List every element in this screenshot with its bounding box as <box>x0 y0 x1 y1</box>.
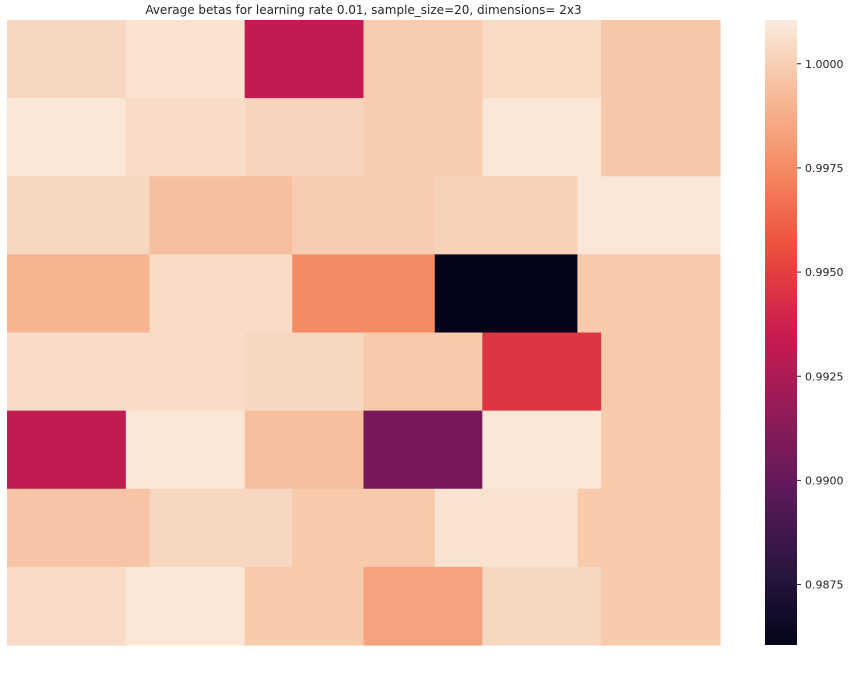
heatmap-cell-r3-c2 <box>292 254 436 334</box>
chart-title: Average betas for learning rate 0.01, sa… <box>145 3 582 17</box>
heatmap-cell-r0-c1 <box>125 20 246 99</box>
colorbar-tick-label: 0.9950 <box>805 266 844 279</box>
heatmap-cell-r5-c3 <box>363 410 483 490</box>
heatmap-cell-r4-c1 <box>125 332 246 412</box>
heatmap-cell-r5-c5 <box>601 410 721 490</box>
heatmap-cells <box>7 20 721 646</box>
heatmap-cell-r1-c1 <box>125 98 246 177</box>
heatmap-cell-r2-c1 <box>149 176 293 255</box>
heatmap-cell-r0-c4 <box>482 20 602 99</box>
heatmap-cell-r5-c1 <box>125 410 246 490</box>
colorbar-tick-label: 0.9900 <box>805 474 844 487</box>
heatmap-cell-r4-c0 <box>7 332 127 412</box>
heatmap-cell-r6-c4 <box>577 488 721 568</box>
heatmap-cell-r3-c4 <box>577 254 721 334</box>
heatmap-cell-r5-c0 <box>7 410 127 490</box>
heatmap-cell-r6-c0 <box>7 488 151 568</box>
heatmap-cell-r0-c5 <box>601 20 721 99</box>
heatmap-cell-r5-c2 <box>244 410 365 490</box>
heatmap-cell-r2-c4 <box>577 176 721 255</box>
heatmap-cell-r1-c4 <box>482 98 602 177</box>
colorbar-tick-label: 0.9875 <box>805 579 844 592</box>
heatmap-cell-r6-c1 <box>149 488 293 568</box>
colorbar-ticks: 0.9875 0.9900 0.9925 0.9950 0.9975 1.0000 <box>797 58 844 592</box>
heatmap-cell-r7-c5 <box>601 566 721 646</box>
heatmap-cell-r7-c2 <box>244 566 365 646</box>
heatmap-cell-r1-c3 <box>363 98 483 177</box>
heatmap-cell-r6-c2 <box>292 488 436 568</box>
colorbar-tick-label: 0.9975 <box>805 162 844 175</box>
heatmap-cell-r2-c3 <box>434 176 578 255</box>
heatmap-cell-r1-c5 <box>601 98 721 177</box>
heatmap-cell-r0-c0 <box>7 20 127 99</box>
heatmap-cell-r1-c2 <box>244 98 365 177</box>
heatmap-cell-r4-c5 <box>601 332 721 412</box>
heatmap-cell-r1-c0 <box>7 98 127 177</box>
heatmap-cell-r4-c2 <box>244 332 365 412</box>
heatmap-cell-r0-c3 <box>363 20 483 99</box>
heatmap-cell-r2-c2 <box>292 176 436 255</box>
heatmap-cell-r7-c0 <box>7 566 127 646</box>
colorbar-tick-label: 1.0000 <box>805 58 844 71</box>
heatmap-cell-r7-c1 <box>125 566 246 646</box>
colorbar <box>765 20 797 645</box>
heatmap-cell-r6-c3 <box>434 488 578 568</box>
heatmap-cell-r3-c3 <box>434 254 578 334</box>
heatmap-cell-r3-c1 <box>149 254 293 334</box>
heatmap-cell-r2-c0 <box>7 176 151 255</box>
heatmap-cell-r7-c3 <box>363 566 483 646</box>
colorbar-tick-label: 0.9925 <box>805 370 844 383</box>
heatmap-cell-r3-c0 <box>7 254 151 334</box>
heatmap-cell-r4-c3 <box>363 332 483 412</box>
heatmap-cell-r4-c4 <box>482 332 602 412</box>
heatmap-cell-r0-c2 <box>244 20 365 99</box>
heatmap-cell-r5-c4 <box>482 410 602 490</box>
heatmap-cell-r7-c4 <box>482 566 602 646</box>
